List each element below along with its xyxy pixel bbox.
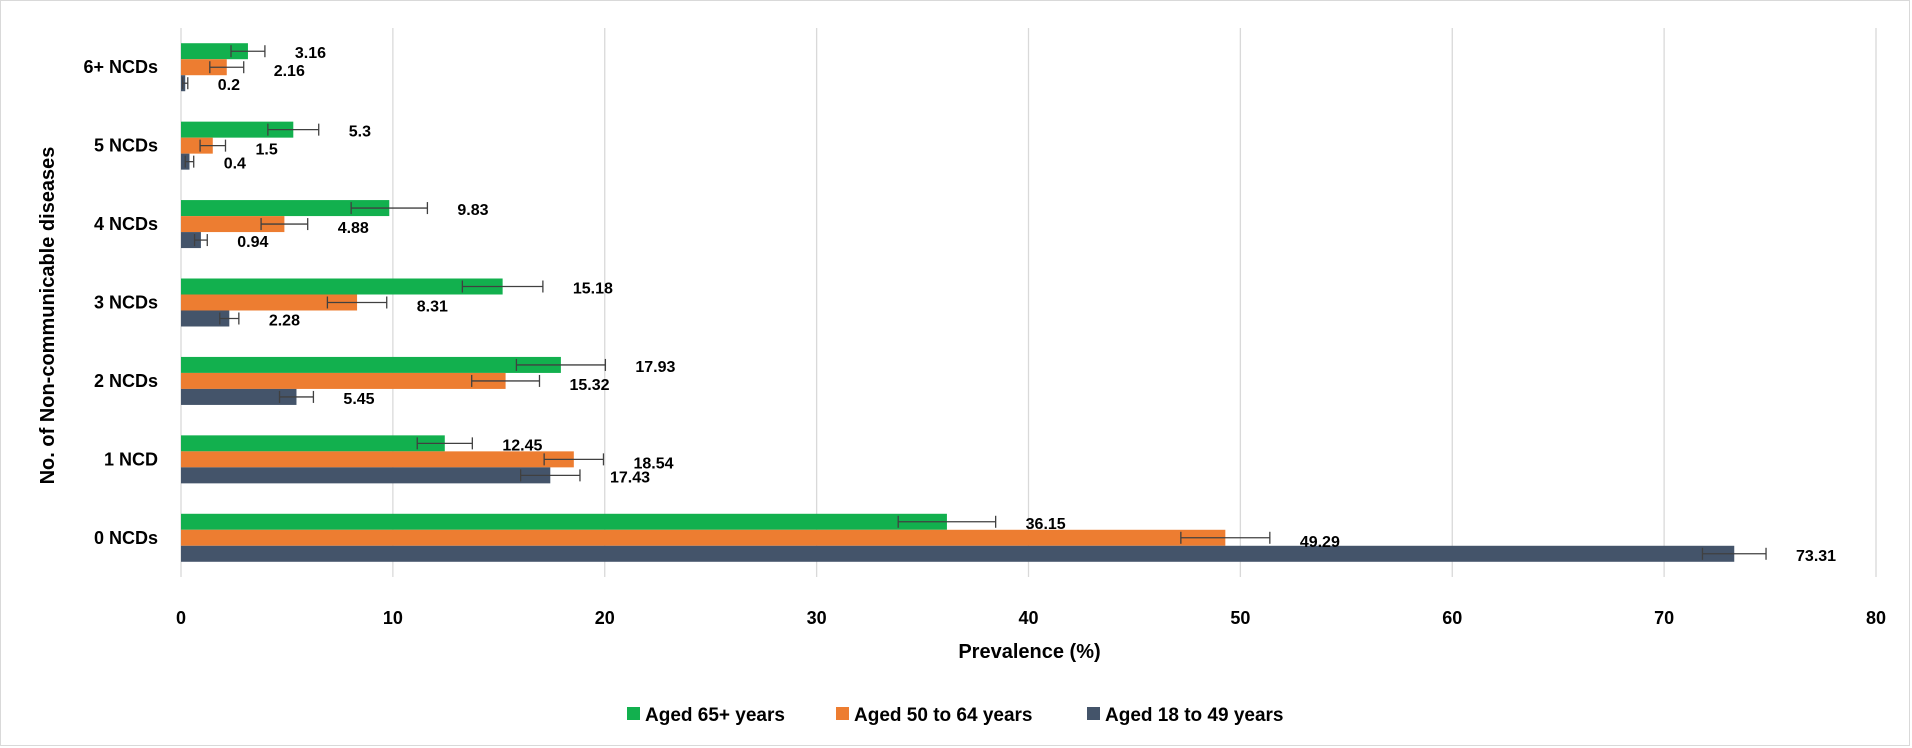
data-label: 17.43 — [610, 469, 650, 486]
x-tick-label: 0 — [176, 608, 186, 628]
bar — [181, 216, 285, 233]
legend-swatch — [836, 707, 849, 720]
bar — [181, 451, 574, 468]
legend-label: Aged 18 to 49 years — [1105, 705, 1283, 726]
category-label: 1 NCD — [104, 449, 158, 469]
category-label: 3 NCDs — [94, 293, 158, 313]
category-label: 0 NCDs — [94, 528, 158, 548]
bar — [181, 467, 551, 484]
x-axis-title: Prevalence (%) — [958, 641, 1100, 663]
category-label: 2 NCDs — [94, 371, 158, 391]
bar — [181, 200, 390, 217]
category-label: 5 NCDs — [94, 136, 158, 156]
legend-swatch — [627, 707, 640, 720]
x-tick-label: 50 — [1230, 608, 1250, 628]
data-label: 49.29 — [1300, 534, 1340, 551]
x-tick-label: 80 — [1866, 608, 1886, 628]
bar — [181, 294, 358, 311]
data-label: 36.15 — [1026, 516, 1066, 533]
error-bars — [182, 45, 1767, 560]
category-label: 4 NCDs — [94, 214, 158, 234]
legend-label: Aged 50 to 64 years — [854, 705, 1032, 726]
data-label: 3.16 — [295, 45, 326, 62]
bar — [181, 513, 947, 530]
data-label: 15.32 — [569, 377, 609, 394]
data-label: 1.5 — [255, 142, 277, 159]
bar — [181, 435, 445, 452]
bar — [181, 545, 1735, 562]
x-tick-label: 60 — [1442, 608, 1462, 628]
x-tick-label: 20 — [595, 608, 615, 628]
data-label: 0.94 — [237, 234, 268, 251]
data-label: 12.45 — [502, 437, 542, 454]
bar — [181, 372, 506, 389]
data-label: 5.3 — [349, 124, 371, 141]
data-label: 0.4 — [224, 156, 246, 173]
bar — [181, 356, 561, 373]
bar — [181, 278, 503, 295]
bar — [181, 529, 1226, 546]
bars — [181, 43, 1735, 562]
x-tick-label: 70 — [1654, 608, 1674, 628]
data-label: 2.28 — [269, 313, 300, 330]
data-label: 2.16 — [274, 63, 305, 80]
x-tick-label: 40 — [1018, 608, 1038, 628]
data-label: 17.93 — [635, 359, 675, 376]
bar — [181, 232, 201, 249]
x-tick-label: 10 — [383, 608, 403, 628]
data-label: 9.83 — [457, 202, 488, 219]
y-axis-title: No. of Non-communicable diseases — [37, 147, 59, 485]
legend: Aged 65+ years Aged 50 to 64 years Aged 18… — [627, 705, 1283, 726]
category-label: 6+ NCDs — [83, 57, 158, 77]
data-label: 4.88 — [338, 220, 369, 237]
legend-swatch — [1087, 707, 1100, 720]
bar — [181, 59, 227, 76]
data-label: 73.31 — [1796, 548, 1836, 565]
data-label: 8.31 — [417, 299, 448, 316]
legend-label: Aged 65+ years — [645, 705, 785, 726]
data-label: 15.18 — [573, 281, 613, 298]
bar — [181, 310, 230, 327]
data-label: 0.2 — [218, 77, 240, 94]
data-label: 5.45 — [343, 391, 374, 408]
bar — [181, 137, 213, 154]
data-label: 18.54 — [633, 455, 673, 472]
bar — [181, 121, 294, 138]
x-tick-labels: 0 10 20 30 40 50 60 70 80 — [176, 608, 1886, 628]
x-tick-label: 30 — [807, 608, 827, 628]
bar — [181, 388, 297, 405]
category-labels: 0 NCDs 1 NCD 2 NCDs 3 NCDs 4 NCDs 5 NCDs 6+ NC… — [83, 57, 158, 548]
